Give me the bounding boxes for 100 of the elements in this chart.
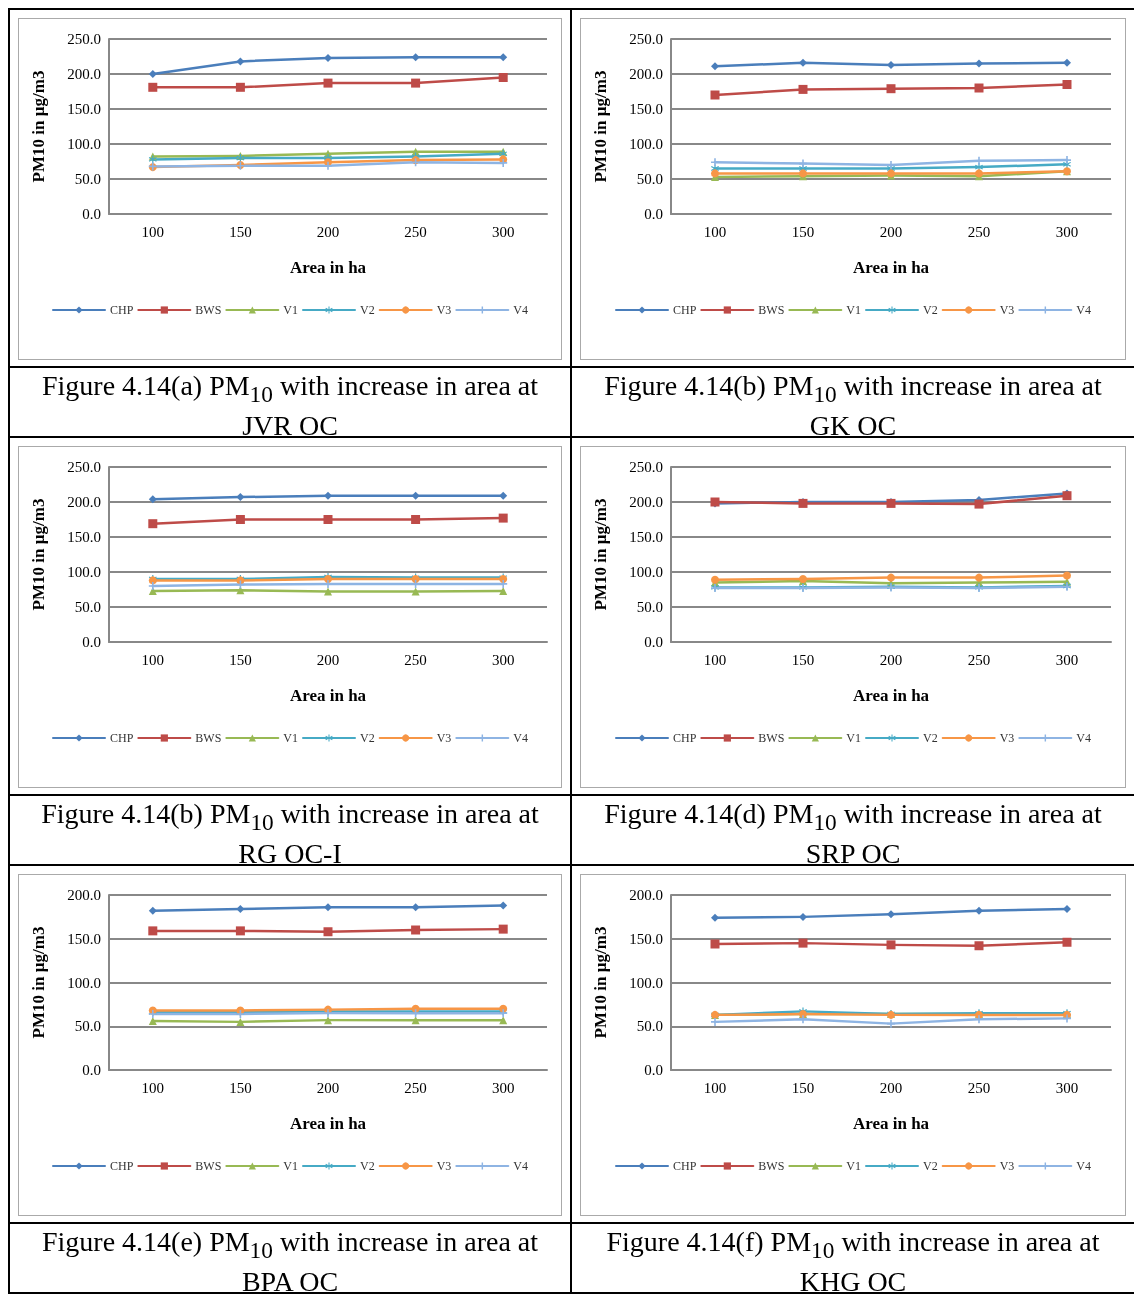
x-tick-label: 150 xyxy=(791,223,815,240)
text: Figure 4.14(f) PM$_{10}$ with increase in area at KHG OC xyxy=(605,1225,1101,1297)
x-tick-label: 200 xyxy=(316,651,340,668)
legend-label: V1 xyxy=(283,1159,299,1173)
legend-label: CHP xyxy=(672,303,697,317)
x-tick-label: 100 xyxy=(703,223,727,240)
legend-label: V3 xyxy=(999,303,1015,317)
x-tick-label: 150 xyxy=(791,651,815,668)
y-axis-title: PM10 in µg/m3 xyxy=(29,70,48,183)
x-tick-label: 300 xyxy=(491,651,515,668)
y-tick-label: 250.0 xyxy=(629,459,663,475)
y-tick-label: 50.0 xyxy=(74,1018,101,1035)
y-tick-label: 0.0 xyxy=(82,1062,101,1078)
x-tick-label: 250 xyxy=(967,651,991,668)
y-tick-label: 150.0 xyxy=(67,930,101,947)
x-tick-label: 300 xyxy=(491,1079,515,1096)
y-tick-label: 50.0 xyxy=(636,171,663,187)
y-tick-label: 150.0 xyxy=(629,101,663,117)
y-tick-label: 150.0 xyxy=(67,101,101,117)
y-tick-label: 0.0 xyxy=(644,1062,663,1078)
x-tick-label: 200 xyxy=(879,651,903,668)
y-tick-label: 0.0 xyxy=(82,206,101,222)
legend-label: BWS xyxy=(195,731,222,745)
text: Figure 4.14(a) PM$_{10}$ with increase in area at JVR OC xyxy=(40,369,540,441)
y-tick-label: 50.0 xyxy=(636,1018,663,1035)
x-tick-label: 150 xyxy=(229,1079,252,1096)
y-tick-label: 50.0 xyxy=(636,599,663,615)
text: Figure 4.14(b) PM$_{10}$ with increase in area at RG OC-I xyxy=(40,797,540,869)
x-axis-title: Area in ha xyxy=(289,258,367,277)
legend-label: BWS xyxy=(195,303,222,317)
x-tick-label: 100 xyxy=(703,1079,727,1096)
y-axis-title: PM10 in µg/m3 xyxy=(29,498,48,611)
x-tick-label: 100 xyxy=(141,1079,165,1096)
x-tick-label: 250 xyxy=(967,223,991,240)
legend-label: V1 xyxy=(283,731,299,745)
x-axis-title: Area in ha xyxy=(852,1114,930,1133)
legend-label: BWS xyxy=(758,1159,785,1173)
x-tick-label: 100 xyxy=(703,651,727,668)
legend-label: V2 xyxy=(360,1159,375,1173)
legend-label: CHP xyxy=(109,1159,134,1173)
y-tick-label: 50.0 xyxy=(74,599,101,615)
legend-label: V1 xyxy=(846,1159,862,1173)
legend-label: CHP xyxy=(672,1159,697,1173)
legend-label: V2 xyxy=(360,731,375,745)
x-tick-label: 150 xyxy=(229,651,252,668)
y-tick-label: 0.0 xyxy=(644,206,663,222)
legend-label: BWS xyxy=(758,303,785,317)
x-tick-label: 200 xyxy=(316,223,340,240)
text: Figure 4.14(e) PM$_{10}$ with increase in area at BPA OC xyxy=(40,1225,540,1297)
x-axis-title: Area in ha xyxy=(852,686,930,705)
y-tick-label: 200.0 xyxy=(629,887,663,903)
legend-label: CHP xyxy=(672,731,697,745)
y-tick-label: 250.0 xyxy=(629,31,663,47)
legend-label: V4 xyxy=(1076,303,1092,317)
legend-label: V2 xyxy=(923,1159,938,1173)
x-tick-label: 300 xyxy=(1055,223,1079,240)
legend-label: V1 xyxy=(283,303,299,317)
y-tick-label: 150.0 xyxy=(629,529,663,545)
legend-label: V4 xyxy=(513,303,529,317)
x-tick-label: 250 xyxy=(404,223,427,240)
y-axis-title: PM10 in µg/m3 xyxy=(29,926,48,1039)
y-tick-label: 200.0 xyxy=(629,66,663,82)
legend-label: V3 xyxy=(436,1159,452,1173)
y-tick-label: 0.0 xyxy=(644,634,663,650)
x-tick-label: 300 xyxy=(1055,651,1079,668)
y-tick-label: 250.0 xyxy=(67,459,101,475)
y-tick-label: 50.0 xyxy=(74,171,101,187)
legend-label: V4 xyxy=(1076,1159,1092,1173)
x-axis-title: Area in ha xyxy=(852,258,930,277)
y-axis-title: PM10 in µg/m3 xyxy=(591,70,610,183)
legend-label: V3 xyxy=(436,303,452,317)
y-tick-label: 150.0 xyxy=(629,930,663,947)
y-tick-label: 200.0 xyxy=(629,494,663,510)
legend-label: V3 xyxy=(999,731,1015,745)
legend-label: V4 xyxy=(513,731,529,745)
x-tick-label: 250 xyxy=(967,1079,991,1096)
legend-label: V4 xyxy=(1076,731,1092,745)
x-axis-title: Area in ha xyxy=(289,686,367,705)
y-axis-title: PM10 in µg/m3 xyxy=(591,498,610,611)
legend-label: BWS xyxy=(195,1159,222,1173)
x-tick-label: 200 xyxy=(879,1079,903,1096)
y-tick-label: 150.0 xyxy=(67,529,101,545)
legend-label: CHP xyxy=(109,731,134,745)
y-axis-title: PM10 in µg/m3 xyxy=(591,926,610,1039)
x-tick-label: 200 xyxy=(879,223,903,240)
y-tick-label: 100.0 xyxy=(67,564,101,580)
y-tick-label: 100.0 xyxy=(67,136,101,152)
y-tick-label: 250.0 xyxy=(67,31,101,47)
legend-label: V1 xyxy=(846,731,862,745)
legend-label: BWS xyxy=(758,731,785,745)
legend-label: V1 xyxy=(846,303,862,317)
x-tick-label: 300 xyxy=(491,223,515,240)
y-tick-label: 200.0 xyxy=(67,887,101,903)
x-tick-label: 250 xyxy=(404,651,427,668)
x-tick-label: 300 xyxy=(1055,1079,1079,1096)
y-tick-label: 0.0 xyxy=(82,634,101,650)
x-axis-title: Area in ha xyxy=(289,1114,367,1133)
text: Figure 4.14(d) PM$_{10}$ with increase in area at SRP OC xyxy=(603,797,1103,869)
legend-label: V2 xyxy=(360,303,375,317)
x-tick-label: 150 xyxy=(229,223,252,240)
